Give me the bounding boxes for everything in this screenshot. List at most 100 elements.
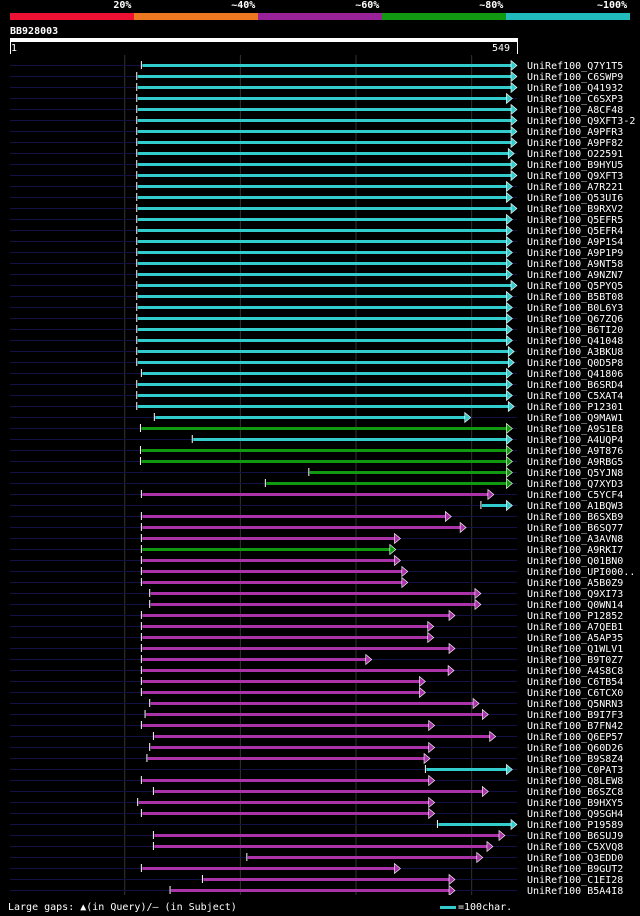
hit-label[interactable]: UniRef100_A3BKU8 — [527, 347, 623, 358]
hit-label[interactable]: UniRef100_B0L6Y3 — [527, 303, 623, 314]
hit-label[interactable]: UniRef100_Q1WLV1 — [527, 644, 623, 655]
hit-label[interactable]: UniRef100_Q53UI6 — [527, 193, 623, 204]
hit-label[interactable]: UniRef100_B9GUT2 — [527, 864, 623, 875]
hit-row[interactable]: UniRef100_B6TI20 — [10, 323, 623, 337]
hit-row[interactable]: UniRef100_Q9XFT3 — [10, 169, 623, 183]
hit-label[interactable]: UniRef100_B9RXV2 — [527, 204, 623, 215]
hit-row[interactable]: UniRef100_C6SWP9 — [10, 70, 623, 84]
hit-label[interactable]: UniRef100_Q0WN14 — [527, 600, 623, 611]
hit-label[interactable]: UniRef100_A9P1P9 — [527, 248, 623, 259]
hit-label[interactable]: UniRef100_A9PFR3 — [527, 127, 623, 138]
hit-row[interactable]: UniRef100_Q5PYQ5 — [10, 279, 623, 293]
hit-label[interactable]: UniRef100_Q5NRN3 — [527, 699, 623, 710]
hit-row[interactable]: UniRef100_Q6EP57 — [10, 730, 623, 744]
hit-row[interactable]: UniRef100_B6SUJ9 — [10, 829, 623, 843]
hit-label[interactable]: UniRef100_A9PF82 — [527, 138, 623, 149]
hit-label[interactable]: UniRef100_B6SZC8 — [527, 787, 623, 798]
hit-row[interactable]: UniRef100_Q60D26 — [10, 741, 623, 755]
hit-row[interactable]: UniRef100_A9PF82 — [10, 136, 623, 150]
hit-label[interactable]: UniRef100_Q5EFR4 — [527, 226, 623, 237]
hit-row[interactable]: UniRef100_Q67ZQ6 — [10, 312, 623, 326]
hit-row[interactable]: UniRef100_A9NZN7 — [10, 268, 623, 282]
hit-row[interactable]: UniRef100_B9GUT2 — [10, 862, 623, 876]
hit-label[interactable]: UniRef100_Q67ZQ6 — [527, 314, 623, 325]
hit-row[interactable]: UniRef100_B9T0Z7 — [10, 653, 623, 667]
hit-label[interactable]: UniRef100_Q9MAW1 — [527, 413, 623, 424]
hit-row[interactable]: UniRef100_A8CF48 — [10, 103, 623, 117]
hit-label[interactable]: UniRef100_A9RKI7 — [527, 545, 623, 556]
hit-row[interactable]: UniRef100_A7R221 — [10, 180, 623, 194]
hit-label[interactable]: UniRef100_Q3EDD0 — [527, 853, 623, 864]
hit-row[interactable]: UniRef100_B9I7F3 — [10, 708, 623, 722]
hit-row[interactable]: UniRef100_Q5EFR5 — [10, 213, 623, 227]
hit-label[interactable]: UniRef100_P12301 — [527, 402, 623, 413]
hit-row[interactable]: UniRef100_C5XAT4 — [10, 389, 623, 403]
hit-row[interactable]: UniRef100_Q3EDD0 — [10, 851, 623, 865]
hit-label[interactable]: UniRef100_B9HXY5 — [527, 798, 623, 809]
hit-row[interactable]: UniRef100_A7QEB1 — [10, 620, 623, 634]
hit-row[interactable]: UniRef100_A9S1E8 — [10, 422, 623, 436]
hit-row[interactable]: UniRef100_A9P1P9 — [10, 246, 623, 260]
hit-row[interactable]: UniRef100_Q9SGH4 — [10, 807, 623, 821]
hit-row[interactable]: UniRef100_A9NT58 — [10, 257, 623, 271]
hit-label[interactable]: UniRef100_B5BT08 — [527, 292, 623, 303]
hit-label[interactable]: UniRef100_B5A4I8 — [527, 886, 623, 895]
hit-label[interactable]: UniRef100_Q6EP57 — [527, 732, 623, 743]
hit-label[interactable]: UniRef100_Q01BN0 — [527, 556, 623, 567]
hit-row[interactable]: UniRef100_A4S8C8 — [10, 664, 623, 678]
hit-label[interactable]: UniRef100_Q41932 — [527, 83, 623, 94]
hit-label[interactable]: UniRef100_Q7Y1T5 — [527, 61, 623, 72]
hit-label[interactable]: UniRef100_A5AP35 — [527, 633, 623, 644]
hit-label[interactable]: UniRef100_C0PAT3 — [527, 765, 623, 776]
hit-label[interactable]: UniRef100_A9NT58 — [527, 259, 623, 270]
hit-row[interactable]: UniRef100_Q41048 — [10, 334, 623, 348]
hit-row[interactable]: UniRef100_B6SRD4 — [10, 378, 623, 392]
hit-label[interactable]: UniRef100_Q60D26 — [527, 743, 623, 754]
hit-row[interactable]: UniRef100_Q01BN0 — [10, 554, 623, 568]
hit-label[interactable]: UniRef100_A7QEB1 — [527, 622, 623, 633]
hit-row[interactable]: UniRef100_A1BQW3 — [10, 499, 623, 513]
hit-row[interactable]: UniRef100_B6SZC8 — [10, 785, 623, 799]
hit-label[interactable]: UniRef100_B6SRD4 — [527, 380, 623, 391]
hit-row[interactable]: UniRef100_C6TCX0 — [10, 686, 623, 700]
hit-label[interactable]: UniRef100_Q9SGH4 — [527, 809, 623, 820]
hit-row[interactable]: UniRef100_B5A4I8 — [10, 884, 623, 896]
hit-label[interactable]: UniRef100_B6TI20 — [527, 325, 623, 336]
hit-row[interactable]: UniRef100_A9RBG5 — [10, 455, 623, 469]
hit-row[interactable]: UniRef100_B9RXV2 — [10, 202, 623, 216]
hit-row[interactable]: UniRef100_B0L6Y3 — [10, 301, 623, 315]
hit-label[interactable]: UniRef100_C1EI28 — [527, 875, 623, 886]
hit-row[interactable]: UniRef100_Q0D5P8 — [10, 356, 623, 370]
hit-row[interactable]: UniRef100_Q5EFR4 — [10, 224, 623, 238]
hit-row[interactable]: UniRef100_A5AP35 — [10, 631, 623, 645]
hit-row[interactable]: UniRef100_B7FN42 — [10, 719, 623, 733]
hit-label[interactable]: UniRef100_Q41806 — [527, 369, 623, 380]
hit-label[interactable]: UniRef100_A9S1E8 — [527, 424, 623, 435]
hit-row[interactable]: UniRef100_Q9XI73 — [10, 587, 623, 601]
hit-label[interactable]: UniRef100_Q9XFT3-2 — [527, 116, 635, 127]
hit-label[interactable]: UniRef100_C5XVQ8 — [527, 842, 623, 853]
hit-label[interactable]: UniRef100_Q5EFR5 — [527, 215, 623, 226]
hit-row[interactable]: UniRef100_B9HXY5 — [10, 796, 623, 810]
hit-row[interactable]: UniRef100_Q8LEW8 — [10, 774, 623, 788]
hit-row[interactable]: UniRef100_A3BKU8 — [10, 345, 623, 359]
hit-row[interactable]: UniRef100_C0PAT3 — [10, 763, 623, 777]
hit-label[interactable]: UniRef100_B6SQ77 — [527, 523, 623, 534]
hit-label[interactable]: UniRef100_A5B0Z9 — [527, 578, 623, 589]
hit-label[interactable]: UniRef100_B9T0Z7 — [527, 655, 623, 666]
hit-row[interactable]: UniRef100_Q5NRN3 — [10, 697, 623, 711]
hit-label[interactable]: UniRef100_B9S8Z4 — [527, 754, 623, 765]
hit-label[interactable]: UniRef100_A4UQP4 — [527, 435, 623, 446]
hit-row[interactable]: UniRef100_Q7Y1T5 — [10, 59, 623, 73]
hit-label[interactable]: UniRef100_B9HYU5 — [527, 160, 623, 171]
hit-row[interactable]: UniRef100_Q1WLV1 — [10, 642, 623, 656]
hit-row[interactable]: UniRef100_Q9XFT3-2 — [10, 114, 635, 128]
hit-label[interactable]: UniRef100_O22591 — [527, 149, 623, 160]
hit-row[interactable]: UniRef100_UPI000.. — [10, 565, 635, 579]
hit-row[interactable]: UniRef100_B9HYU5 — [10, 158, 623, 172]
hit-row[interactable]: UniRef100_C6SXP3 — [10, 92, 623, 106]
hit-row[interactable]: UniRef100_P12852 — [10, 609, 623, 623]
hit-label[interactable]: UniRef100_Q9XI73 — [527, 589, 623, 600]
hit-row[interactable]: UniRef100_Q9MAW1 — [10, 411, 623, 425]
hit-label[interactable]: UniRef100_C6SWP9 — [527, 72, 623, 83]
